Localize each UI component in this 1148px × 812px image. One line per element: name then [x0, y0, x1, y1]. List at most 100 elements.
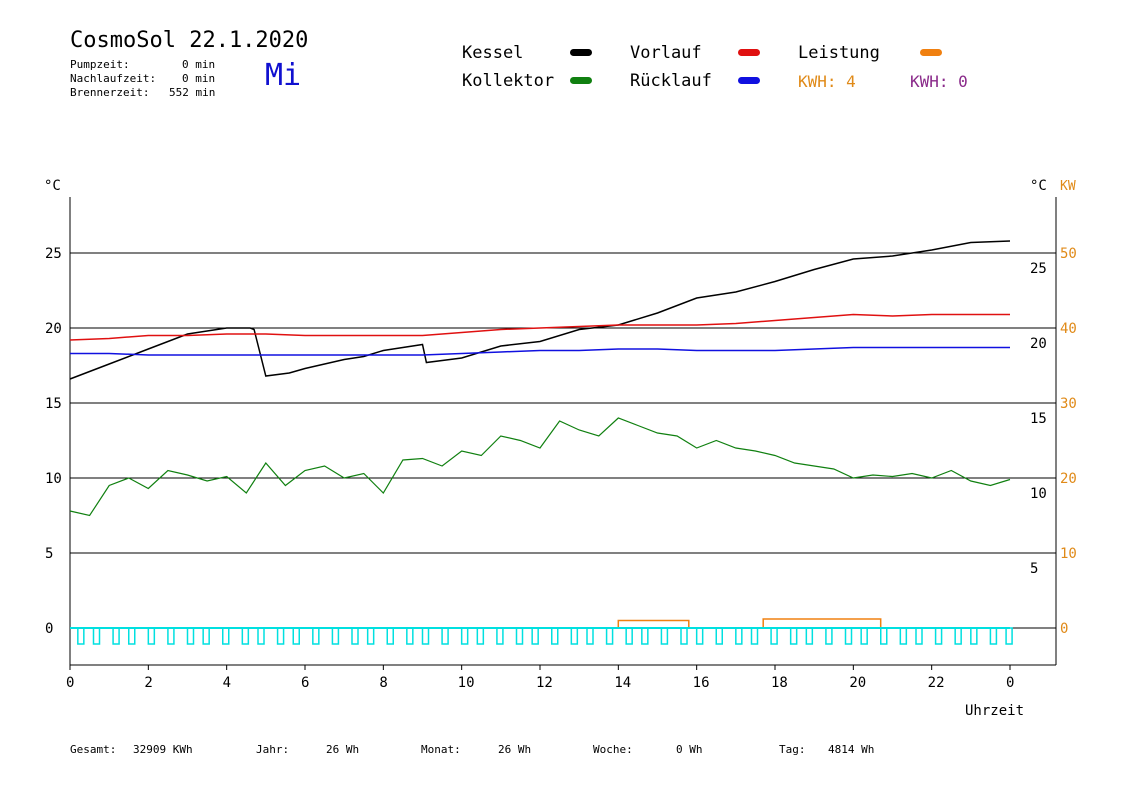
series-pumpe-pulse	[186, 627, 195, 645]
series-pumpe-pulse	[695, 627, 704, 645]
stat-pumpzeit-label: Pumpzeit:	[70, 58, 130, 71]
series-pumpe-pulse	[570, 627, 579, 645]
series-pumpe-pulse	[257, 627, 265, 645]
series-pumpe-pulse	[147, 627, 156, 645]
footer-monat-label: Monat:	[421, 743, 461, 756]
y-tick-label-left: 25	[45, 246, 62, 262]
x-tick-label: 14	[614, 675, 631, 691]
series-pumpe-pulse	[551, 627, 559, 645]
x-tick-label: 0	[1006, 675, 1014, 691]
footer-gesamt-label: Gesamt:	[70, 743, 117, 756]
series-pumpe-pulse	[531, 627, 539, 645]
stat-brennerzeit-label: Brennerzeit:	[70, 86, 150, 99]
y-tick-label-right-power: 30	[1060, 396, 1077, 412]
series-pumpe-pulse	[605, 627, 614, 645]
legend-ruecklauf-swatch	[738, 77, 760, 84]
stat-pumpzeit-value: 0 min	[182, 58, 216, 71]
series-pumpe-pulse	[735, 627, 743, 645]
x-tick-label: 8	[379, 675, 387, 691]
footer-monat-value: 26 Wh	[498, 743, 532, 756]
x-tick-label: 0	[66, 675, 74, 691]
footer-tag-label: Tag:	[779, 743, 806, 756]
series-pumpe-pulse	[241, 627, 250, 645]
legend-leistung-label: Leistung	[798, 43, 880, 63]
y-axis-unit-right-power: KW	[1060, 179, 1076, 194]
footer-woche-value: 0 Wh	[676, 743, 703, 756]
series-pumpe-pulse	[112, 627, 120, 645]
y-tick-label-left: 0	[45, 621, 53, 637]
series-pumpe-pulse	[167, 627, 175, 645]
series-pumpe-pulse	[625, 627, 633, 645]
series-pumpe-pulse	[641, 627, 649, 645]
footer-jahr-label: Jahr:	[256, 743, 290, 756]
series-pumpe-pulse	[460, 627, 469, 645]
legend-kwh-solar: KWH: 4	[798, 72, 856, 91]
y-tick-label-right-temp: 15	[1030, 411, 1047, 427]
stat-brennerzeit-value: 552 min	[169, 86, 216, 99]
series-pumpe-pulse	[860, 627, 868, 645]
series-pumpe-pulse	[899, 627, 908, 645]
y-tick-label-right-power: 20	[1060, 471, 1077, 487]
series-rcklauf-line	[70, 346, 1010, 356]
legend-vorlauf-label: Vorlauf	[630, 43, 702, 63]
x-tick-label: 2	[144, 675, 152, 691]
series-pumpe-pulse	[276, 627, 285, 645]
series-pumpe-pulse	[386, 627, 394, 645]
series-pumpe-pulse	[128, 627, 136, 645]
y-tick-label-left: 10	[45, 471, 62, 487]
series-pumpe-pulse	[805, 627, 814, 645]
series-pumpe-pulse	[92, 627, 101, 645]
series-pumpe-pulse	[351, 627, 359, 645]
series-pumpe-pulse	[954, 627, 962, 645]
series-pumpe-pulse	[476, 627, 485, 645]
series-pumpe-pulse	[515, 627, 524, 645]
series-pumpe-pulse	[586, 627, 594, 645]
legend-kollektor-label: Kollektor	[462, 71, 555, 91]
y-tick-label-left: 15	[45, 396, 62, 412]
series-pumpe-pulse	[915, 627, 923, 645]
series-pumpe-pulse	[421, 627, 430, 645]
series-pumpe-pulse	[770, 627, 778, 645]
legend-kollektor-swatch	[570, 77, 592, 84]
legend-ruecklauf-label: Rücklauf	[630, 71, 712, 91]
series-kessel-line	[69, 240, 1011, 380]
footer-jahr-value: 26 Wh	[326, 743, 360, 756]
series-pumpe-pulse	[331, 627, 340, 645]
x-tick-label: 6	[301, 675, 309, 691]
legend-kessel-swatch	[570, 49, 592, 56]
series-pumpe-pulse	[441, 627, 449, 645]
series-pumpe-pulse	[1005, 627, 1013, 645]
series-pumpe-pulse	[789, 627, 798, 645]
legend-kwh-other: KWH: 0	[910, 72, 968, 91]
legend-kessel-label: Kessel	[462, 43, 524, 63]
series-pumpe-pulse	[715, 627, 723, 645]
x-tick-label: 12	[536, 675, 553, 691]
y-tick-label-right-temp: 25	[1030, 261, 1047, 277]
x-tick-label: 22	[928, 675, 945, 691]
series-vorlauf-line	[69, 313, 1010, 341]
x-axis-label: Uhrzeit	[965, 703, 1024, 719]
y-tick-label-left: 20	[45, 321, 62, 337]
y-tick-label-right-temp: 20	[1030, 336, 1047, 352]
series-pumpe-pulse	[222, 627, 230, 645]
x-tick-label: 16	[693, 675, 710, 691]
series-kollektor-line	[69, 417, 1011, 517]
footer-gesamt-value: 32909 KWh	[133, 743, 193, 756]
y-tick-label-right-power: 10	[1060, 546, 1077, 562]
y-tick-label-right-temp: 5	[1030, 561, 1038, 577]
stat-nachlaufzeit-label: Nachlaufzeit:	[70, 72, 157, 85]
x-tick-label: 20	[849, 675, 866, 691]
footer-tag-value: 4814 Wh	[828, 743, 875, 756]
series-pumpe-pulse	[750, 627, 759, 645]
stat-nachlaufzeit-value: 0 min	[182, 72, 216, 85]
series-pumpe-pulse	[366, 627, 375, 645]
series-pumpe-pulse	[406, 627, 414, 645]
x-tick-label: 10	[458, 675, 475, 691]
footer-woche-label: Woche:	[593, 743, 633, 756]
series-pumpe-pulse	[970, 627, 978, 645]
page-title: CosmoSol 22.1.2020	[70, 28, 309, 53]
series-pumpe-pulse	[312, 627, 320, 645]
series-pumpe-pulse	[77, 627, 85, 645]
series-pumpe-pulse	[844, 627, 853, 645]
